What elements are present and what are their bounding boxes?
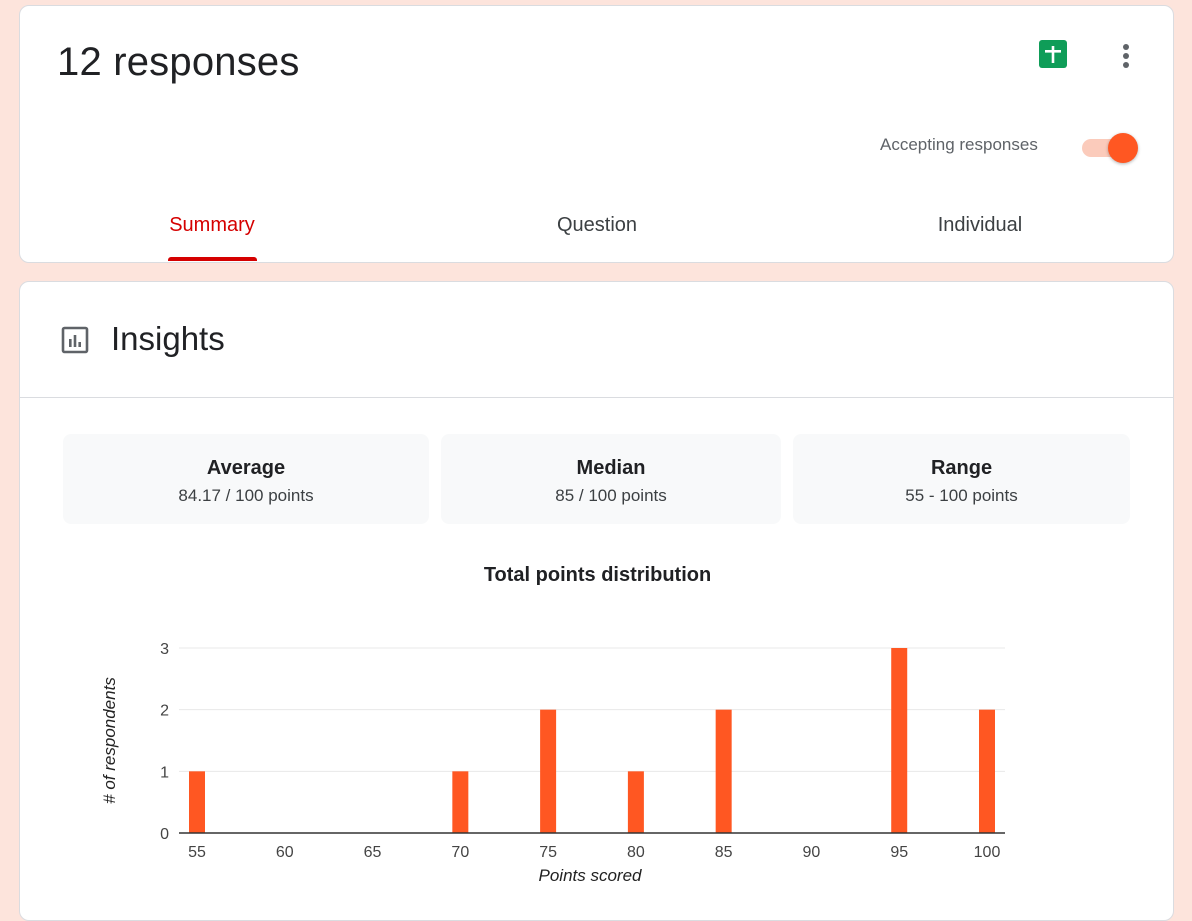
stat-label: Average (206, 457, 286, 479)
stat-label: Median (576, 457, 646, 479)
insights-card: Insights Average 84.17 / 100 points Medi… (19, 281, 1174, 921)
bar (891, 648, 908, 833)
bar (627, 771, 644, 833)
x-tick-label: 60 (276, 844, 294, 861)
x-tick-label: 85 (715, 844, 733, 861)
responses-title: 12 responses (57, 40, 300, 84)
stat-label: Range (930, 457, 993, 479)
y-axis-label: # of respondents (100, 677, 119, 804)
stat-average: Average 84.17 / 100 points (63, 434, 429, 524)
tab-summary[interactable]: Summary (169, 214, 255, 236)
x-tick-label: 95 (890, 844, 908, 861)
divider (20, 397, 1173, 398)
stat-value: 84.17 / 100 points (178, 486, 314, 505)
bar-chart-icon (61, 326, 89, 354)
accepting-responses-label: Accepting responses (880, 135, 1038, 154)
bar (979, 709, 995, 833)
stat-median: Median 85 / 100 points (441, 434, 781, 524)
x-tick-label: 70 (451, 844, 469, 861)
x-tick-label: 80 (627, 844, 645, 861)
active-tab-indicator (168, 257, 257, 261)
more-vert-icon[interactable] (1110, 40, 1142, 72)
tab-individual[interactable]: Individual (937, 214, 1023, 236)
stat-value: 55 - 100 points (905, 486, 1018, 505)
y-tick-label: 0 (160, 826, 169, 843)
points-distribution-chart: 0 1 2 3 55 60 65 70 75 80 85 90 95 100 Points scored # … (100, 641, 1005, 885)
bar (715, 709, 732, 833)
y-tick-label: 1 (160, 764, 169, 781)
toggle-thumb (1108, 133, 1138, 163)
chart-title: Total points distribution (483, 564, 712, 586)
x-tick-label: 100 (974, 844, 1001, 861)
x-tick-label: 65 (364, 844, 382, 861)
x-tick-label: 75 (539, 844, 557, 861)
x-tick-label: 55 (188, 844, 206, 861)
bar (540, 709, 557, 833)
google-sheets-icon[interactable] (1039, 40, 1067, 68)
insights-title: Insights (111, 320, 225, 357)
tab-question[interactable]: Question (556, 214, 638, 236)
x-tick-label: 90 (803, 844, 821, 861)
y-tick-label: 3 (160, 641, 169, 658)
bar (189, 771, 205, 833)
header-card: 12 responses Accepting responses Summary… (19, 5, 1174, 263)
stat-value: 85 / 100 points (555, 486, 667, 505)
bar (452, 771, 469, 833)
accepting-responses-toggle[interactable] (1080, 132, 1138, 163)
x-axis-label: Points scored (539, 866, 643, 885)
stat-range: Range 55 - 100 points (793, 434, 1130, 524)
y-tick-label: 2 (160, 703, 169, 720)
